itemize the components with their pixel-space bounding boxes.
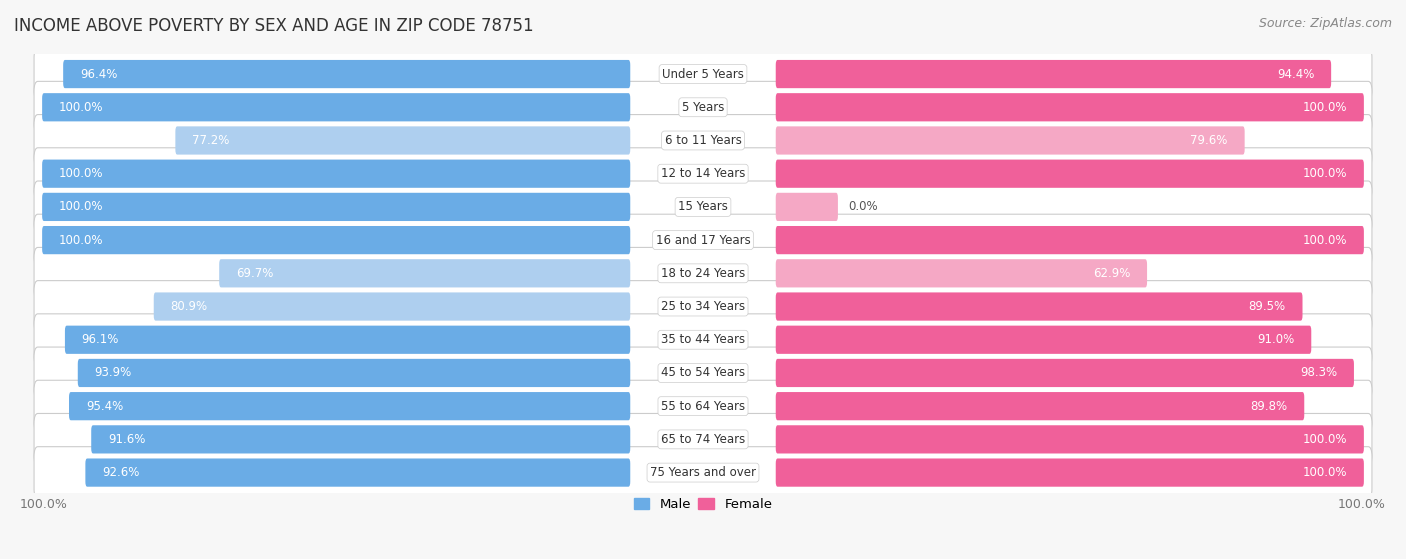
Text: 18 to 24 Years: 18 to 24 Years — [661, 267, 745, 280]
FancyBboxPatch shape — [776, 359, 1354, 387]
Text: 93.9%: 93.9% — [94, 367, 132, 380]
Text: 100.0%: 100.0% — [1302, 466, 1347, 479]
Text: 25 to 34 Years: 25 to 34 Years — [661, 300, 745, 313]
Text: 6 to 11 Years: 6 to 11 Years — [665, 134, 741, 147]
FancyBboxPatch shape — [34, 281, 1372, 333]
FancyBboxPatch shape — [34, 115, 1372, 167]
FancyBboxPatch shape — [153, 292, 630, 321]
FancyBboxPatch shape — [34, 181, 1372, 233]
FancyBboxPatch shape — [42, 93, 630, 121]
Text: 96.4%: 96.4% — [80, 68, 117, 80]
Text: 15 Years: 15 Years — [678, 200, 728, 214]
FancyBboxPatch shape — [91, 425, 630, 453]
Text: 92.6%: 92.6% — [103, 466, 139, 479]
Text: Source: ZipAtlas.com: Source: ZipAtlas.com — [1258, 17, 1392, 30]
FancyBboxPatch shape — [34, 214, 1372, 266]
Text: 94.4%: 94.4% — [1277, 68, 1315, 80]
Text: 100.0%: 100.0% — [1302, 101, 1347, 114]
Text: Under 5 Years: Under 5 Years — [662, 68, 744, 80]
FancyBboxPatch shape — [34, 148, 1372, 200]
Text: 69.7%: 69.7% — [236, 267, 273, 280]
Text: 79.6%: 79.6% — [1191, 134, 1227, 147]
FancyBboxPatch shape — [34, 82, 1372, 133]
FancyBboxPatch shape — [34, 447, 1372, 499]
FancyBboxPatch shape — [77, 359, 630, 387]
FancyBboxPatch shape — [776, 193, 838, 221]
FancyBboxPatch shape — [776, 93, 1364, 121]
FancyBboxPatch shape — [42, 193, 630, 221]
FancyBboxPatch shape — [776, 392, 1305, 420]
Text: 100.0%: 100.0% — [1302, 234, 1347, 247]
Text: 91.6%: 91.6% — [108, 433, 145, 446]
Text: 100.0%: 100.0% — [59, 167, 104, 180]
Text: 80.9%: 80.9% — [170, 300, 208, 313]
Text: 89.8%: 89.8% — [1250, 400, 1288, 413]
Text: 100.0%: 100.0% — [1302, 167, 1347, 180]
FancyBboxPatch shape — [176, 126, 630, 155]
Legend: Male, Female: Male, Female — [628, 493, 778, 517]
FancyBboxPatch shape — [219, 259, 630, 287]
Text: 89.5%: 89.5% — [1249, 300, 1285, 313]
Text: 16 and 17 Years: 16 and 17 Years — [655, 234, 751, 247]
FancyBboxPatch shape — [776, 226, 1364, 254]
Text: 12 to 14 Years: 12 to 14 Years — [661, 167, 745, 180]
FancyBboxPatch shape — [776, 159, 1364, 188]
Text: 45 to 54 Years: 45 to 54 Years — [661, 367, 745, 380]
FancyBboxPatch shape — [34, 248, 1372, 299]
Text: 65 to 74 Years: 65 to 74 Years — [661, 433, 745, 446]
FancyBboxPatch shape — [86, 458, 630, 487]
FancyBboxPatch shape — [34, 48, 1372, 100]
FancyBboxPatch shape — [776, 126, 1244, 155]
FancyBboxPatch shape — [776, 259, 1147, 287]
Text: 62.9%: 62.9% — [1092, 267, 1130, 280]
FancyBboxPatch shape — [776, 292, 1302, 321]
FancyBboxPatch shape — [776, 425, 1364, 453]
Text: 96.1%: 96.1% — [82, 333, 120, 346]
Text: 100.0%: 100.0% — [1302, 433, 1347, 446]
Text: 0.0%: 0.0% — [848, 200, 879, 214]
FancyBboxPatch shape — [42, 226, 630, 254]
Text: 100.0%: 100.0% — [59, 101, 104, 114]
Text: 55 to 64 Years: 55 to 64 Years — [661, 400, 745, 413]
FancyBboxPatch shape — [776, 326, 1312, 354]
Text: 5 Years: 5 Years — [682, 101, 724, 114]
Text: 98.3%: 98.3% — [1301, 367, 1337, 380]
FancyBboxPatch shape — [63, 60, 630, 88]
FancyBboxPatch shape — [69, 392, 630, 420]
Text: 35 to 44 Years: 35 to 44 Years — [661, 333, 745, 346]
Text: 100.0%: 100.0% — [59, 200, 104, 214]
FancyBboxPatch shape — [42, 159, 630, 188]
Text: 75 Years and over: 75 Years and over — [650, 466, 756, 479]
FancyBboxPatch shape — [34, 380, 1372, 432]
Text: 100.0%: 100.0% — [59, 234, 104, 247]
FancyBboxPatch shape — [34, 347, 1372, 399]
Text: 95.4%: 95.4% — [86, 400, 124, 413]
FancyBboxPatch shape — [65, 326, 630, 354]
FancyBboxPatch shape — [776, 458, 1364, 487]
Text: INCOME ABOVE POVERTY BY SEX AND AGE IN ZIP CODE 78751: INCOME ABOVE POVERTY BY SEX AND AGE IN Z… — [14, 17, 534, 35]
Text: 77.2%: 77.2% — [193, 134, 229, 147]
FancyBboxPatch shape — [34, 414, 1372, 465]
FancyBboxPatch shape — [776, 60, 1331, 88]
FancyBboxPatch shape — [34, 314, 1372, 366]
Text: 91.0%: 91.0% — [1257, 333, 1295, 346]
